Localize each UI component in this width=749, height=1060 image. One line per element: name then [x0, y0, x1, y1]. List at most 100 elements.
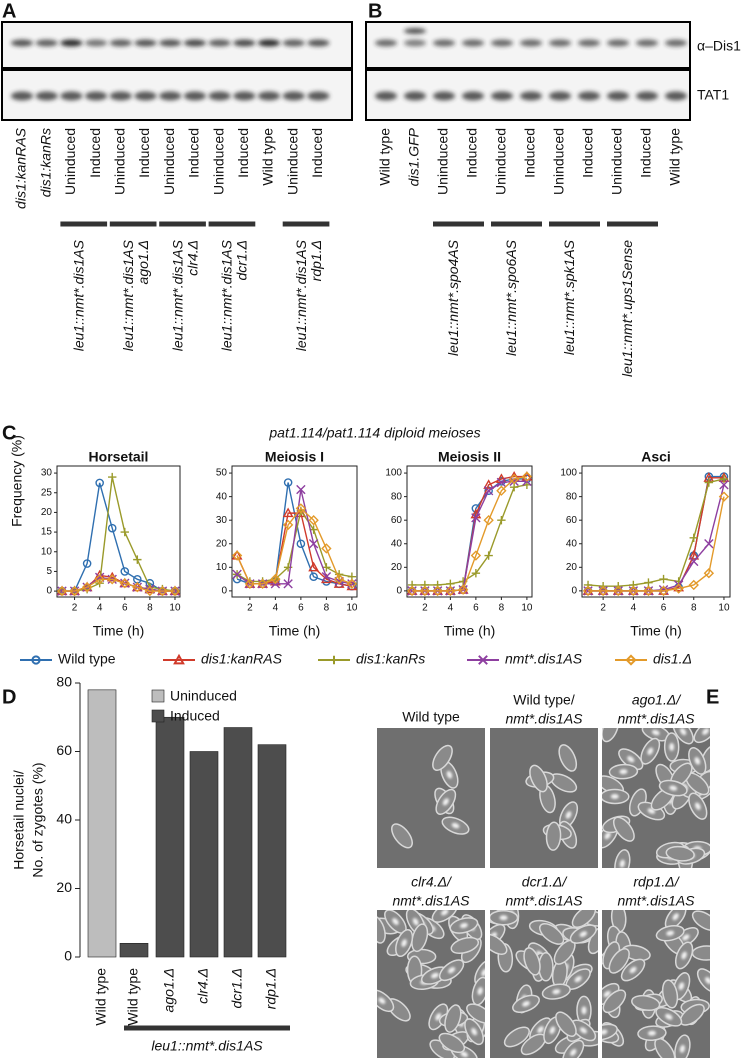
- nucleus: [610, 793, 619, 799]
- marker: [509, 483, 519, 492]
- band: [665, 91, 687, 101]
- nucleus: [602, 1029, 608, 1035]
- legend-swatch: [151, 709, 165, 723]
- band: [35, 39, 58, 47]
- group-label: leu1::nmt*.dis1AS: [169, 239, 185, 351]
- lane-label: Uninduced: [112, 128, 128, 195]
- micrograph-label: nmt*.dis1AS: [505, 893, 583, 909]
- band: [404, 91, 426, 101]
- marker: [673, 583, 684, 594]
- group-label: leu1::nmt*.dis1AS: [219, 239, 235, 351]
- lane-label: Wild type: [667, 128, 683, 186]
- marker: [120, 567, 130, 576]
- band: [607, 91, 629, 101]
- marker: [483, 479, 495, 489]
- marker: [659, 574, 668, 584]
- marker: [107, 523, 117, 533]
- band: [491, 91, 513, 101]
- nucleus: [669, 742, 675, 751]
- y-tick-label: 80: [566, 491, 578, 502]
- nucleus: [549, 1026, 556, 1034]
- band: [109, 91, 132, 101]
- y-tick-label: 20: [216, 538, 228, 549]
- marker: [56, 585, 68, 597]
- marker: [521, 471, 533, 482]
- lane-label: Induced: [464, 128, 480, 178]
- nucleus: [666, 930, 675, 936]
- band: [578, 39, 600, 47]
- micrograph-label: nmt*.dis1AS: [392, 893, 470, 909]
- marker: [597, 585, 609, 597]
- lane-label: dis1.GFP: [406, 127, 422, 186]
- y-tick-label: 40: [566, 538, 578, 549]
- marker: [625, 654, 637, 666]
- x-tick-label: 8: [499, 603, 505, 614]
- marker: [107, 574, 118, 585]
- nucleus: [665, 1013, 673, 1020]
- marker: [689, 556, 699, 567]
- y-tick-label: 20: [566, 562, 578, 573]
- nucleus: [392, 918, 399, 925]
- marker: [457, 584, 469, 595]
- y-tick-label: 40: [56, 811, 72, 827]
- marker: [719, 480, 729, 490]
- group-label: leu1::nmt*.spk1AS: [561, 239, 577, 355]
- x-tick-label: Wild type: [93, 968, 109, 1026]
- marker: [419, 585, 431, 597]
- cell: [558, 744, 578, 772]
- series-line: [62, 578, 175, 592]
- x-tick-label: 10: [169, 603, 181, 614]
- y-tick-label: 60: [56, 742, 72, 758]
- marker: [308, 539, 319, 549]
- nucleus: [579, 1027, 587, 1034]
- y-tick-label: 0: [221, 586, 227, 597]
- nucleus: [442, 798, 449, 806]
- chart-title: Meiosis II: [438, 449, 501, 465]
- nucleus: [679, 1044, 685, 1053]
- x-axis-label: Time (h): [269, 623, 321, 639]
- x-tick-label: 6: [473, 603, 479, 614]
- x-tick-label: 10: [521, 603, 533, 614]
- marker: [333, 573, 345, 585]
- x-tick-label: 4: [448, 603, 454, 614]
- marker: [295, 503, 307, 514]
- marker: [95, 478, 104, 488]
- band: [404, 39, 426, 47]
- y-tick-label: 20: [391, 562, 403, 573]
- marker: [658, 585, 669, 597]
- nucleus: [627, 756, 635, 763]
- marker: [719, 474, 729, 484]
- lane-label: Induced: [87, 128, 103, 178]
- nucleus: [460, 1051, 468, 1058]
- marker: [484, 486, 493, 496]
- cells: [602, 728, 710, 868]
- micrograph-label: Wild type: [402, 709, 460, 725]
- marker: [582, 585, 594, 597]
- band: [636, 91, 658, 101]
- marker: [132, 581, 143, 593]
- micrograph-label: clr4.Δ/: [411, 874, 453, 890]
- marker: [283, 579, 293, 589]
- cells: [377, 910, 485, 1058]
- marker: [629, 580, 638, 590]
- y-tick-label: 40: [391, 538, 403, 549]
- y-tick-label: 30: [41, 468, 53, 479]
- series-line: [588, 477, 724, 592]
- band: [307, 39, 330, 47]
- series-line: [236, 509, 353, 583]
- cell: [661, 979, 679, 1009]
- y-tick-label: 15: [41, 527, 53, 538]
- x-tick-label: 6: [298, 603, 304, 614]
- lane-label: Wild type: [260, 128, 276, 186]
- marker: [471, 569, 481, 578]
- band: [233, 91, 256, 101]
- marker: [309, 572, 318, 582]
- marker: [346, 578, 358, 589]
- marker: [703, 568, 715, 579]
- x-tick-label: 10: [346, 603, 358, 614]
- bar: [223, 727, 253, 958]
- marker: [144, 585, 156, 597]
- y-tick-label: 10: [216, 562, 228, 573]
- chart-title: Meiosis I: [265, 449, 324, 465]
- nucleus: [581, 1006, 587, 1015]
